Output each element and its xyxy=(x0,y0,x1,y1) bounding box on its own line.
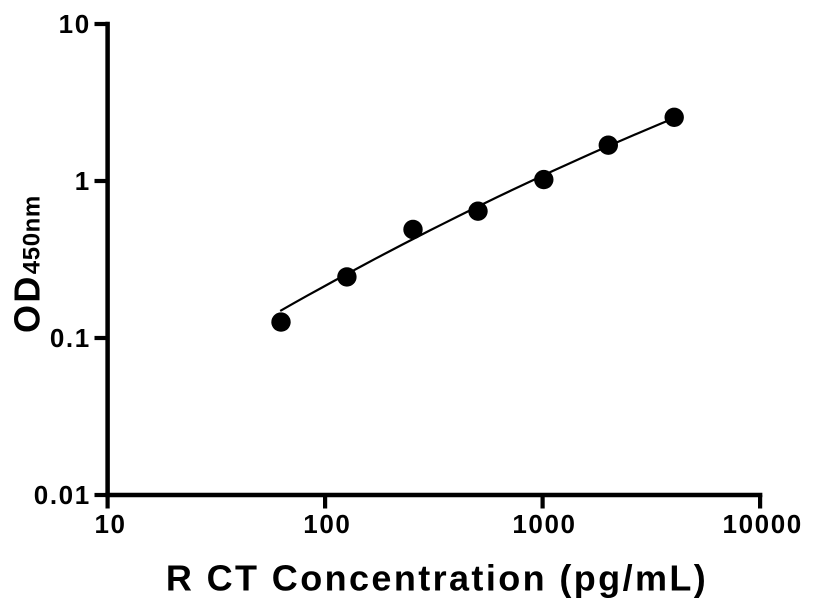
svg-text:0.01: 0.01 xyxy=(34,480,91,510)
svg-text:10: 10 xyxy=(94,509,126,539)
svg-text:100: 100 xyxy=(303,509,351,539)
svg-text:1000: 1000 xyxy=(512,509,576,539)
svg-text:R CT Concentration (pg/mL): R CT Concentration (pg/mL) xyxy=(166,558,708,599)
svg-text:1: 1 xyxy=(75,166,91,196)
svg-text:0.1: 0.1 xyxy=(50,323,91,353)
svg-text:10000: 10000 xyxy=(723,509,803,539)
svg-text:10: 10 xyxy=(59,9,91,39)
